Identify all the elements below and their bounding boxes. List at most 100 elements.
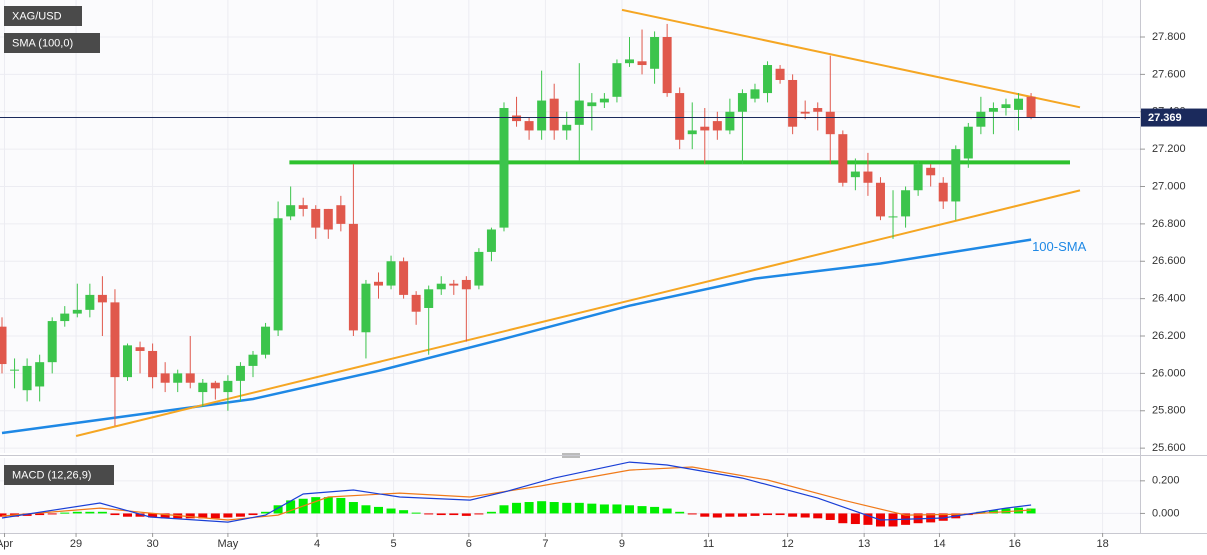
sma-label: 100-SMA bbox=[1032, 239, 1087, 254]
y-tick-label: 27.600 bbox=[1152, 68, 1186, 80]
candle-body bbox=[775, 68, 785, 80]
candle-body bbox=[85, 294, 95, 310]
x-tick-label: May bbox=[218, 538, 239, 550]
x-tick-label: 13 bbox=[858, 538, 870, 550]
histogram-bar bbox=[813, 513, 823, 519]
candle-body bbox=[97, 294, 107, 303]
x-tick-label: 30 bbox=[146, 538, 158, 550]
histogram-bar bbox=[235, 513, 245, 517]
x-tick-label: 7 bbox=[542, 538, 548, 550]
y-tick-label: 26.200 bbox=[1152, 330, 1186, 342]
histogram-bar bbox=[436, 513, 446, 516]
candle-body bbox=[863, 171, 873, 183]
candle-body bbox=[537, 100, 547, 131]
symbol-title: XAG/USD bbox=[12, 10, 62, 22]
candle-body bbox=[687, 130, 697, 135]
histogram-bar bbox=[198, 513, 208, 519]
histogram-bar bbox=[675, 511, 685, 514]
histogram-bar bbox=[750, 513, 760, 516]
candle-body bbox=[323, 208, 333, 230]
candle-body bbox=[373, 281, 383, 286]
x-tick-label: Apr bbox=[0, 538, 13, 550]
candle-body bbox=[486, 229, 496, 252]
candle-body bbox=[1001, 104, 1011, 109]
histogram-bar bbox=[261, 511, 271, 514]
candle-body bbox=[700, 126, 710, 131]
histogram-bar bbox=[1001, 508, 1011, 514]
candle-body bbox=[850, 171, 860, 178]
histogram-bar bbox=[850, 513, 860, 525]
histogram-bar bbox=[373, 506, 383, 514]
histogram-bar bbox=[587, 503, 597, 514]
histogram-bar bbox=[72, 511, 82, 514]
candle-body bbox=[599, 98, 609, 103]
y-tick-label: 26.000 bbox=[1152, 367, 1186, 379]
candle-body bbox=[675, 93, 685, 140]
y-tick-label: 27.800 bbox=[1152, 31, 1186, 43]
x-tick-label: 6 bbox=[466, 538, 472, 550]
candle-body bbox=[160, 373, 170, 383]
histogram-bar bbox=[311, 497, 321, 514]
candle-body bbox=[336, 205, 346, 224]
candle-body bbox=[650, 37, 660, 69]
candle-body bbox=[235, 365, 245, 381]
indicator-badge[interactable] bbox=[4, 33, 100, 53]
histogram-bar bbox=[788, 513, 798, 517]
histogram-bar bbox=[286, 500, 296, 514]
sma-line bbox=[1, 238, 1032, 435]
candle-body bbox=[763, 65, 773, 94]
histogram-bar bbox=[123, 513, 133, 517]
candle-body bbox=[399, 261, 409, 295]
candle-body bbox=[913, 164, 923, 191]
symbol-badge[interactable] bbox=[4, 6, 82, 26]
candle-body bbox=[110, 302, 120, 378]
histogram-bar bbox=[775, 513, 785, 516]
y-tick-label: 0.200 bbox=[1152, 475, 1180, 487]
y-tick-label: 26.600 bbox=[1152, 255, 1186, 267]
histogram-bar bbox=[624, 505, 634, 514]
histogram-bar bbox=[700, 513, 710, 517]
last-price-box bbox=[1141, 108, 1207, 127]
histogram-bar bbox=[35, 513, 45, 516]
candle-body bbox=[662, 37, 672, 94]
histogram-bar bbox=[524, 502, 534, 514]
histogram-bar bbox=[499, 505, 509, 514]
candle-body bbox=[574, 100, 584, 125]
candle-body bbox=[298, 205, 308, 209]
histogram-bar bbox=[185, 513, 195, 519]
macd-line bbox=[1, 461, 1032, 523]
histogram-bar bbox=[512, 502, 522, 514]
histogram-bar bbox=[110, 513, 120, 516]
histogram-bar bbox=[47, 513, 57, 515]
x-tick-label: 4 bbox=[314, 538, 320, 550]
candle-body bbox=[123, 345, 133, 378]
y-tick-label: 25.600 bbox=[1152, 442, 1186, 454]
histogram-bar bbox=[160, 513, 170, 519]
candle-body bbox=[248, 354, 258, 366]
histogram-bar bbox=[474, 513, 484, 515]
y-tick-label: 26.800 bbox=[1152, 218, 1186, 230]
candle-body bbox=[512, 115, 522, 122]
candle-body bbox=[976, 111, 986, 127]
candle-body bbox=[135, 347, 145, 351]
histogram-bar bbox=[60, 512, 70, 514]
histogram-bar bbox=[399, 510, 409, 514]
candle-body bbox=[838, 134, 848, 183]
histogram-bar bbox=[800, 513, 810, 518]
candle-body bbox=[938, 182, 948, 202]
price-panel bbox=[0, 0, 1140, 453]
candle-body bbox=[888, 216, 898, 218]
x-tick-label: 16 bbox=[1009, 538, 1021, 550]
histogram-bar bbox=[988, 510, 998, 514]
trend-line bbox=[621, 8, 1081, 109]
candle-body bbox=[424, 289, 434, 308]
candle-body bbox=[901, 190, 911, 217]
candle-body bbox=[261, 326, 271, 355]
x-tick-label: 11 bbox=[703, 538, 714, 550]
candle-body bbox=[60, 313, 70, 322]
macd-badge[interactable] bbox=[4, 465, 114, 485]
histogram-bar bbox=[348, 502, 358, 514]
histogram-bar bbox=[323, 497, 333, 514]
histogram-bar bbox=[725, 513, 735, 517]
candle-body bbox=[800, 111, 810, 114]
